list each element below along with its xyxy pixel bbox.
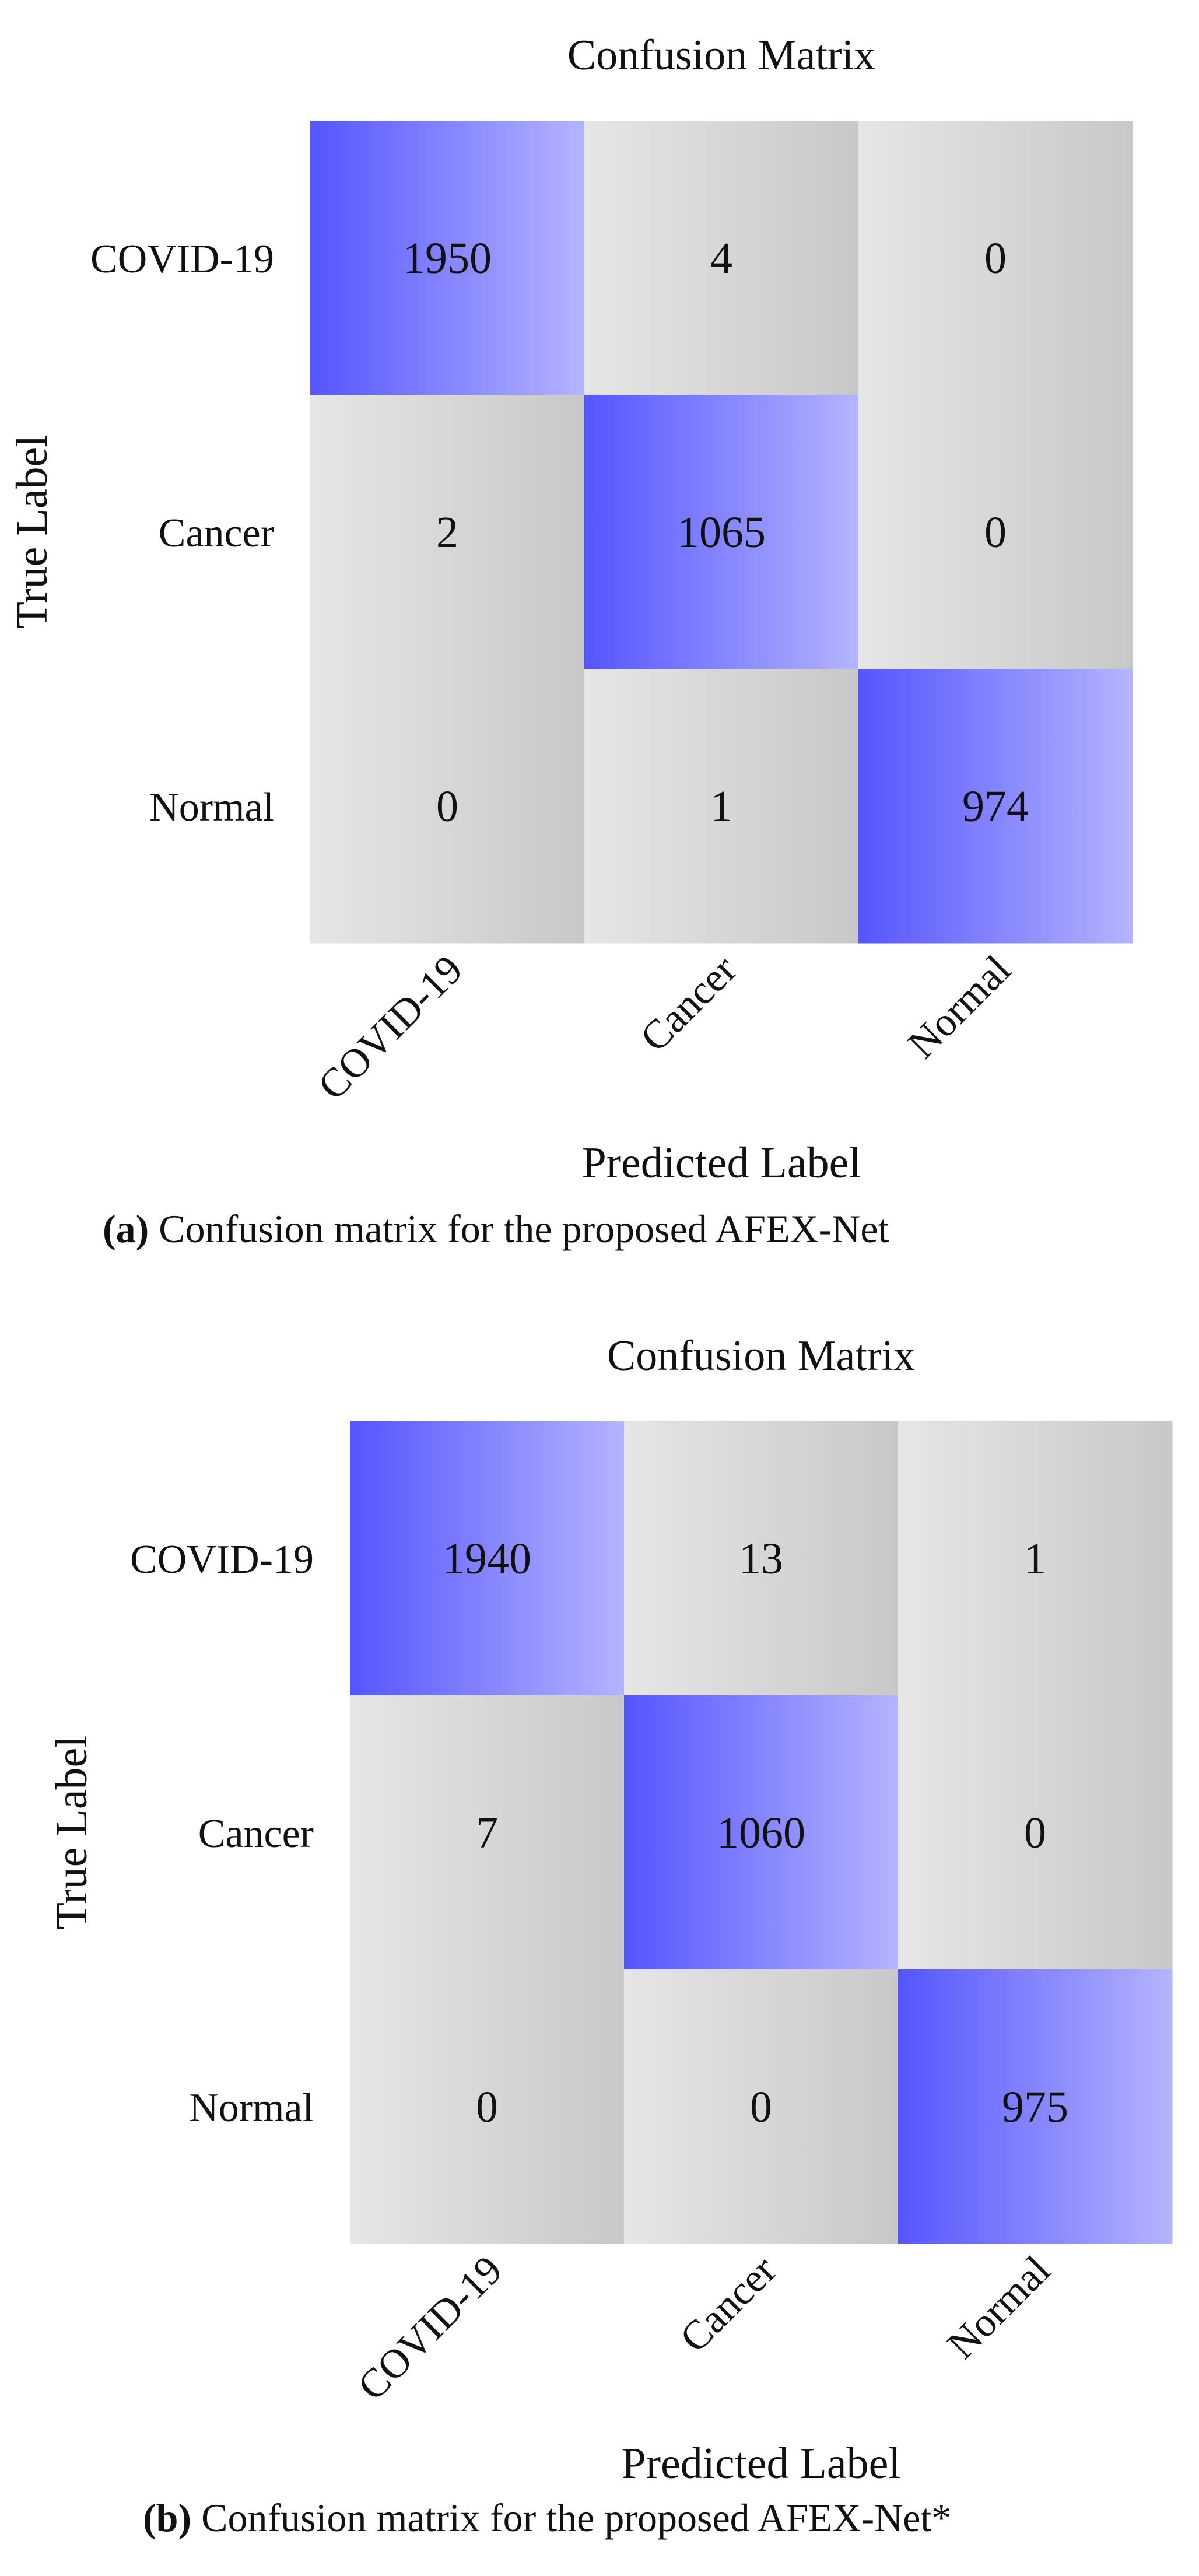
- matrix-cell: [584, 121, 859, 395]
- y-tick-label: COVID-19: [90, 237, 274, 282]
- x-tick-label: Normal: [900, 947, 1020, 1067]
- caption-text-b: Confusion matrix for the proposed AFEX-N…: [191, 2496, 952, 2540]
- y-tick-label: Cancer: [159, 511, 274, 556]
- x-tick-label: Normal: [939, 2248, 1060, 2368]
- cell-value: 1: [710, 782, 732, 831]
- x-axis-label: Predicted Label: [621, 2439, 900, 2488]
- cell-value: 975: [1002, 2083, 1068, 2132]
- cell-value: 1950: [403, 234, 492, 283]
- caption-label-a: (a): [103, 1207, 149, 1251]
- y-tick-label: COVID-19: [130, 1537, 314, 1582]
- matrix-cell: [350, 1421, 625, 1696]
- matrix-cell: [858, 395, 1133, 670]
- matrix-cell: [310, 669, 585, 944]
- cell-value: 974: [962, 782, 1029, 831]
- cell-value: 1065: [677, 508, 766, 557]
- caption-text-a: Confusion matrix for the proposed AFEX-N…: [149, 1207, 889, 1251]
- cell-value: 0: [984, 234, 1007, 283]
- matrix-cell: [858, 121, 1133, 395]
- y-tick-label: Cancer: [198, 1811, 314, 1856]
- matrix-cell: [584, 669, 859, 944]
- chart-title: Confusion Matrix: [607, 1332, 915, 1380]
- confusion-matrix-figure-a: Confusion Matrix 1950 4 0 2 1065 0 0 1 974 COVID-1…: [0, 0, 1199, 1283]
- cell-value: 1060: [717, 1809, 805, 1857]
- figure-caption-b: (b) Confusion matrix for the proposed AF…: [143, 2494, 951, 2541]
- y-axis-label: True Label: [47, 1736, 96, 1930]
- confusion-matrix-chart-b: Confusion Matrix 1940 13 1 7 1060 0 0 0 975 COVID-…: [47, 1332, 1173, 2488]
- matrix-cell: [310, 395, 585, 670]
- x-tick-label: COVID-19: [310, 947, 471, 1109]
- matrix-cell: [584, 395, 859, 670]
- matrix-cell: [310, 121, 585, 395]
- matrix-cell: [624, 1969, 899, 2244]
- cell-value: 4: [710, 234, 732, 283]
- matrix-cell: [350, 1969, 625, 2244]
- cell-value: 13: [739, 1534, 783, 1583]
- matrix-cell: [350, 1695, 625, 1970]
- cell-value: 0: [750, 2083, 772, 2132]
- chart-title: Confusion Matrix: [567, 31, 875, 79]
- matrix-cell: [898, 1969, 1173, 2244]
- cell-value: 1940: [443, 1534, 531, 1583]
- x-tick-label: Cancer: [632, 947, 746, 1061]
- figure-caption-a: (a) Confusion matrix for the proposed AF…: [103, 1205, 889, 1252]
- matrix-cell: [624, 1695, 899, 1970]
- x-tick-label: Cancer: [672, 2248, 786, 2361]
- cell-value: 1: [1024, 1534, 1046, 1583]
- matrix-cell: [858, 669, 1133, 944]
- matrix-cell: [624, 1421, 899, 1696]
- cell-value: 0: [476, 2083, 498, 2132]
- matrix-cell: [898, 1695, 1173, 1970]
- matrix-cell: [898, 1421, 1173, 1696]
- cell-value: 0: [984, 508, 1007, 557]
- confusion-matrix-figure-b: Confusion Matrix 1940 13 1 7 1060 0 0 0 975 COVID-…: [0, 1283, 1199, 2576]
- cell-value: 0: [1024, 1809, 1046, 1857]
- cell-value: 0: [436, 782, 458, 831]
- y-tick-label: Normal: [189, 2086, 314, 2130]
- x-tick-label: COVID-19: [349, 2248, 511, 2409]
- y-tick-label: Normal: [149, 785, 274, 830]
- cell-value: 2: [436, 508, 458, 557]
- y-axis-label: True Label: [8, 435, 57, 629]
- cell-value: 7: [476, 1809, 498, 1857]
- x-axis-label: Predicted Label: [581, 1138, 861, 1187]
- confusion-matrix-chart-a: Confusion Matrix 1950 4 0 2 1065 0 0 1 974 COVID-1…: [8, 31, 1133, 1187]
- caption-label-b: (b): [143, 2496, 192, 2540]
